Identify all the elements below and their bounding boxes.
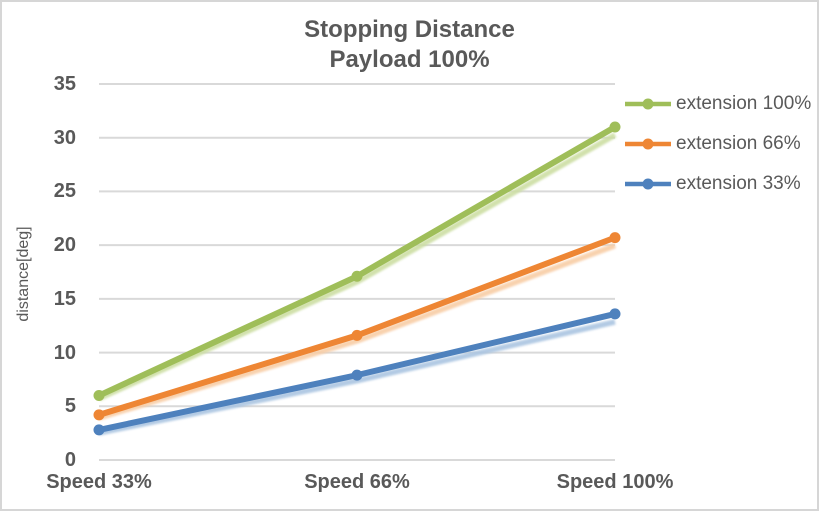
x-category-label: Speed 100% <box>556 471 674 493</box>
y-tick-label: 25 <box>53 180 76 203</box>
legend-item: extension 66% <box>624 132 817 156</box>
legend-marker-icon <box>625 138 671 150</box>
chart-title: Stopping Distance <box>304 16 515 43</box>
data-point-marker <box>609 232 621 244</box>
legend: extension 100% extension 66% extension 3… <box>624 92 817 212</box>
y-tick-label: 20 <box>53 234 76 257</box>
gridlines <box>99 83 615 461</box>
y-tick-label: 35 <box>53 73 76 95</box>
data-point-marker <box>93 409 105 421</box>
chart-subtitle: Payload 100% <box>329 46 490 73</box>
legend-item: extension 33% <box>624 172 817 196</box>
x-category-label: Speed 66% <box>304 471 410 493</box>
legend-item: extension 100% <box>624 92 817 116</box>
y-tick-label: 5 <box>64 395 76 418</box>
series-lines <box>93 121 621 436</box>
data-point-marker <box>609 121 621 133</box>
data-point-marker <box>93 390 105 402</box>
legend-marker-icon <box>625 178 671 190</box>
legend-marker-icon <box>625 98 671 110</box>
series-line-1 <box>96 234 618 418</box>
data-point-marker <box>609 308 621 320</box>
series-line-0 <box>96 123 618 399</box>
y-tick-label: 10 <box>53 341 76 364</box>
y-tick-label: 0 <box>64 449 76 471</box>
y-tick-label: 30 <box>53 126 76 149</box>
x-category-label: Speed 33% <box>46 471 152 493</box>
legend-label: extension 100% <box>676 93 812 114</box>
data-point-marker <box>351 329 363 341</box>
y-tick-label: 15 <box>53 287 76 310</box>
legend-label: extension 33% <box>676 173 801 194</box>
data-point-marker <box>93 424 105 436</box>
data-point-marker <box>351 270 363 282</box>
data-point-marker <box>351 369 363 381</box>
legend-label: extension 66% <box>676 133 801 154</box>
